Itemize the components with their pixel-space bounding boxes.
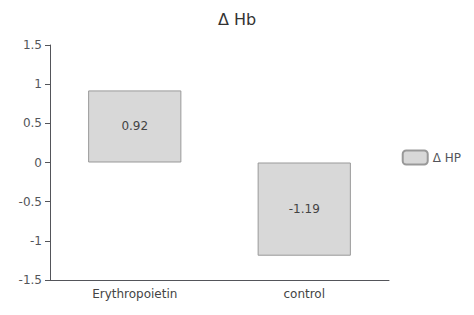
svg-text:-1: -1 — [30, 234, 42, 248]
svg-text:Δ HP: Δ HP — [433, 151, 461, 165]
svg-text:0: 0 — [34, 156, 42, 170]
svg-text:1.5: 1.5 — [23, 38, 42, 52]
svg-text:-1.19: -1.19 — [289, 202, 320, 216]
svg-text:-0.5: -0.5 — [19, 195, 42, 209]
svg-text:control: control — [283, 287, 325, 301]
svg-text:-1.5: -1.5 — [19, 273, 42, 287]
svg-text:0.92: 0.92 — [121, 119, 148, 133]
svg-text:1: 1 — [34, 77, 42, 91]
svg-text:0.5: 0.5 — [23, 116, 42, 130]
svg-text:Erythropoietin: Erythropoietin — [92, 287, 177, 301]
svg-text:Δ Hb: Δ Hb — [218, 10, 256, 29]
